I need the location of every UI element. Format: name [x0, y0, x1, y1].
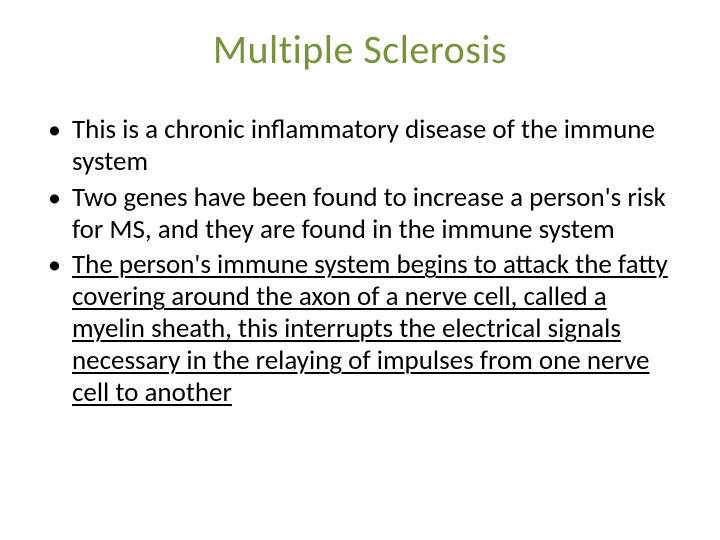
list-item: Two genes have been found to increase a …: [42, 182, 678, 246]
slide: Multiple Sclerosis This is a chronic inf…: [0, 0, 720, 540]
bullet-list: This is a chronic inflammatory disease o…: [36, 114, 684, 409]
bullet-text: The person's immune system begins to att…: [72, 248, 668, 408]
bullet-text: This is a chronic inflammatory disease o…: [72, 113, 655, 178]
bullet-text: Two genes have been found to increase a …: [72, 181, 666, 246]
list-item: This is a chronic inflammatory disease o…: [42, 114, 678, 178]
list-item: The person's immune system begins to att…: [42, 249, 678, 408]
slide-title: Multiple Sclerosis: [36, 28, 684, 72]
